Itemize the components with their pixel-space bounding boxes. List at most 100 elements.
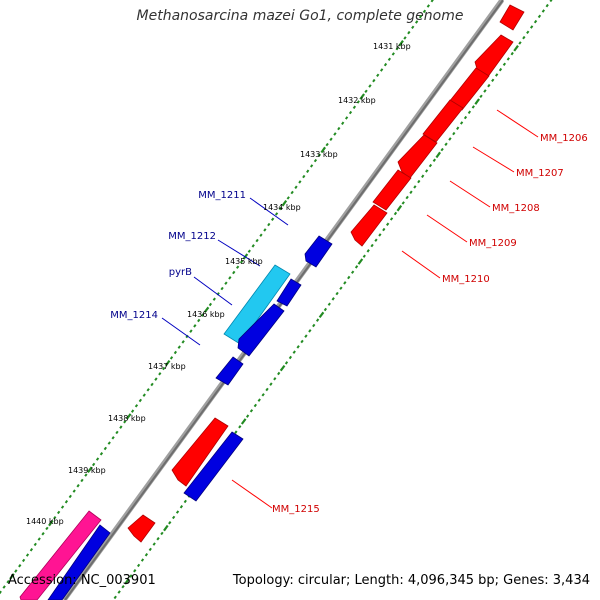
gene-label-mm-1211[interactable]: MM_1211 (198, 190, 246, 201)
tick-mark (518, 41, 522, 45)
tick-mark (318, 311, 325, 319)
tick-mark (236, 265, 240, 269)
tick-mark (107, 441, 111, 445)
tick-mark (115, 430, 119, 435)
gene-label-pyrB[interactable]: pyrB (169, 267, 192, 278)
tick-mark (444, 142, 448, 146)
gene-mm-1217[interactable] (127, 514, 156, 543)
tick-mark (403, 36, 407, 40)
tick-mark (72, 489, 76, 493)
tick-mark (405, 195, 409, 200)
tick-mark (136, 563, 141, 568)
tick-mark (370, 243, 374, 248)
gene-label-mm-1210[interactable]: MM_1210 (442, 274, 490, 285)
gene-mm-1207[interactable] (422, 99, 464, 143)
tick-mark (396, 204, 403, 212)
tick-mark (177, 345, 181, 349)
tick-mark (95, 457, 100, 461)
tick-mark (401, 201, 405, 205)
gene-mm-1208[interactable] (397, 134, 438, 179)
tick-mark (312, 323, 316, 328)
tick-mark (352, 105, 357, 109)
gene-blue-bottom[interactable] (47, 524, 111, 600)
gene-mm-1210[interactable] (350, 204, 388, 247)
tick-mark (452, 131, 456, 136)
tick-mark (200, 313, 205, 317)
kbp-labels: 1431 kbp 1432 kbp 1433 kbp 1434 kbp 1435… (26, 42, 411, 526)
tick-mark (80, 478, 84, 483)
gene-mm-1214[interactable] (215, 356, 244, 386)
tick-mark (383, 62, 388, 67)
tick-mark (323, 307, 328, 312)
gene-label-mm-1215[interactable]: MM_1215 (272, 504, 320, 515)
tick-mark (129, 574, 133, 578)
tick-mark (179, 505, 184, 509)
kbp-label-1440: 1440 kbp (26, 517, 64, 526)
gene-label-mm-1209[interactable]: MM_1209 (469, 238, 517, 249)
tick-mark (286, 196, 290, 200)
tick-mark (522, 35, 526, 40)
gene-label-mm-1206[interactable]: MM_1206 (540, 133, 588, 144)
tick-mark (14, 569, 18, 573)
tick-mark (76, 484, 80, 488)
gene-mm-1205[interactable] (499, 4, 525, 31)
accession-text: Accession: NC_003901 (8, 573, 156, 588)
tick-mark (502, 62, 507, 66)
gene-mm-1215[interactable] (171, 417, 229, 487)
tick-mark (385, 222, 390, 226)
gene-pink[interactable] (19, 510, 102, 600)
tick-mark (259, 233, 263, 237)
gene-label-mm-1214[interactable]: MM_1214 (110, 310, 158, 321)
tick-mark (341, 121, 345, 125)
kbp-label-1438: 1438 kbp (108, 414, 146, 423)
gene-label-mm-1212[interactable]: MM_1212 (168, 231, 216, 242)
tick-mark (9, 573, 15, 580)
tick-mark (251, 244, 255, 248)
tick-mark (133, 569, 137, 573)
tick-mark (189, 329, 193, 333)
gene-mm-1211[interactable] (304, 235, 333, 268)
tick-mark (183, 499, 187, 504)
tick-mark (415, 20, 419, 24)
tick-mark (18, 564, 22, 568)
tick-mark (407, 30, 411, 35)
tick-mark (376, 73, 380, 78)
kbp-label-1433: 1433 kbp (300, 150, 338, 159)
tick-mark (87, 466, 93, 474)
tick-mark (169, 356, 174, 360)
tick-mark (164, 359, 171, 367)
tick-mark (374, 238, 378, 242)
tick-mark (197, 318, 201, 323)
gene-mm-1213[interactable] (237, 303, 285, 357)
tick-mark (549, 0, 553, 3)
gene-label-mm-1208[interactable]: MM_1208 (492, 203, 540, 214)
gene-mm-1206b[interactable] (448, 67, 490, 111)
tick-mark (253, 403, 258, 408)
kbp-label-1437: 1437 kbp (148, 362, 186, 371)
tick-mark (175, 510, 180, 514)
gene-mm-1209[interactable] (372, 169, 412, 211)
tick-mark (347, 275, 351, 280)
tick-mark (142, 393, 146, 397)
tick-mark (281, 199, 288, 207)
tick-mark (413, 185, 417, 189)
tick-mark (245, 414, 250, 418)
tick-mark (372, 78, 376, 83)
tick-mark (45, 526, 49, 531)
tick-mark (123, 420, 127, 424)
tick-mark (239, 260, 244, 264)
gene-mm-1212[interactable] (276, 278, 302, 307)
tick-mark (313, 158, 318, 163)
tick-mark (506, 57, 510, 61)
kbp-label-1439: 1439 kbp (68, 466, 106, 475)
tick-mark (220, 286, 224, 291)
tick-mark (255, 238, 259, 243)
tick-mark (456, 126, 460, 130)
tick-mark (33, 542, 37, 547)
gene-label-mm-1207[interactable]: MM_1207 (516, 168, 564, 179)
tick-mark (154, 377, 158, 381)
gene-mm-1216[interactable] (183, 431, 244, 502)
tick-mark (232, 270, 236, 275)
tick-mark (491, 78, 495, 83)
tick-row-outer-right (113, 0, 553, 600)
